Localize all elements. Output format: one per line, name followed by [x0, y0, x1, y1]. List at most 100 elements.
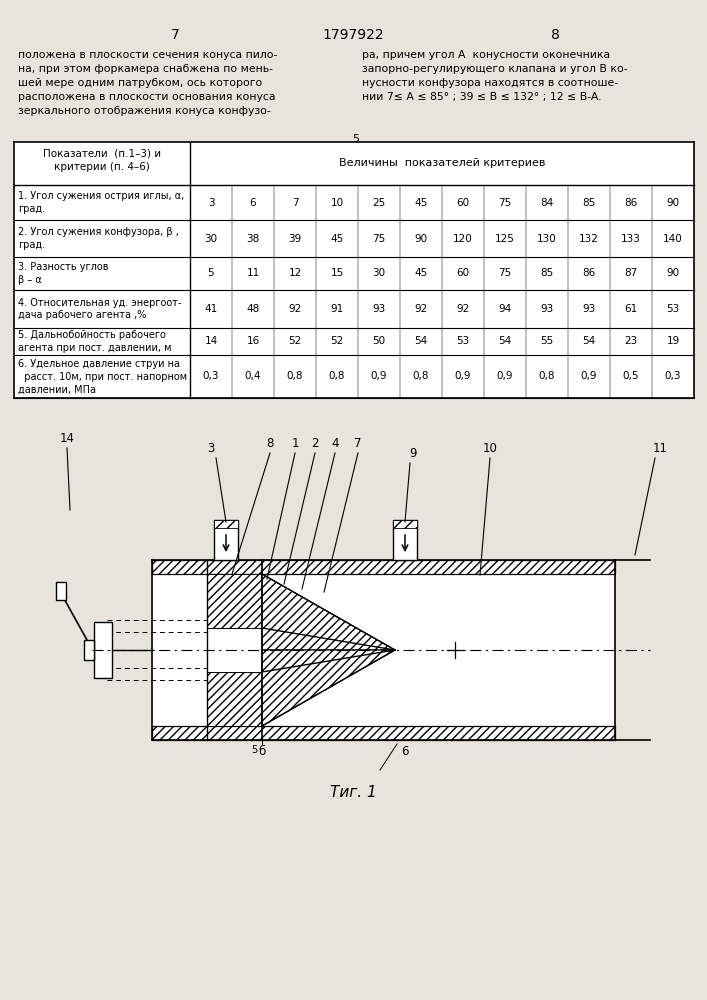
Text: 84: 84 — [540, 198, 554, 208]
Text: 0,8: 0,8 — [329, 371, 345, 381]
Bar — [152, 726, 615, 740]
Text: 0,9: 0,9 — [455, 371, 472, 381]
Text: 30: 30 — [373, 268, 385, 278]
Text: 53: 53 — [457, 336, 469, 347]
Text: 3: 3 — [207, 442, 215, 455]
Text: 85: 85 — [583, 198, 595, 208]
Text: 14: 14 — [59, 432, 74, 445]
Text: 90: 90 — [414, 233, 428, 243]
Text: 1. Угол сужения острия иглы, α,
град.: 1. Угол сужения острия иглы, α, град. — [18, 191, 185, 214]
Text: 86: 86 — [624, 198, 638, 208]
Text: 8: 8 — [267, 437, 274, 450]
Text: 8: 8 — [551, 28, 559, 42]
Text: 50: 50 — [373, 336, 385, 347]
Text: 0,9: 0,9 — [497, 371, 513, 381]
Text: 93: 93 — [373, 304, 385, 314]
Text: 2: 2 — [311, 437, 319, 450]
Text: 5: 5 — [251, 745, 257, 755]
Bar — [152, 574, 615, 726]
Polygon shape — [207, 574, 262, 628]
Text: 19: 19 — [667, 336, 679, 347]
Text: 85: 85 — [540, 268, 554, 278]
Text: 86: 86 — [583, 268, 595, 278]
Bar — [214, 520, 238, 528]
Text: 5. Дальнобойность рабочего
агента при пост. давлении, м: 5. Дальнобойность рабочего агента при по… — [18, 330, 172, 353]
Text: 7: 7 — [354, 437, 362, 450]
Text: 38: 38 — [246, 233, 259, 243]
Text: 6: 6 — [250, 198, 257, 208]
Text: 3. Разность углов
β – α: 3. Разность углов β – α — [18, 262, 108, 285]
Text: 54: 54 — [583, 336, 595, 347]
Text: 45: 45 — [330, 233, 344, 243]
Text: 55: 55 — [540, 336, 554, 347]
Text: 15: 15 — [330, 268, 344, 278]
Text: 91: 91 — [330, 304, 344, 314]
Text: 30: 30 — [204, 233, 218, 243]
Text: 10: 10 — [330, 198, 344, 208]
Text: 2. Угол сужения конфузора, β ,
град.: 2. Угол сужения конфузора, β , град. — [18, 227, 179, 250]
Text: Показатели  (п.1–3) и
критерии (п. 4–6): Показатели (п.1–3) и критерии (п. 4–6) — [43, 149, 161, 172]
Text: 7: 7 — [292, 198, 298, 208]
Polygon shape — [262, 650, 395, 726]
Text: 52: 52 — [288, 336, 302, 347]
Bar — [214, 520, 238, 560]
Text: 11: 11 — [653, 442, 667, 455]
Text: 0,8: 0,8 — [539, 371, 555, 381]
Text: 0,3: 0,3 — [665, 371, 682, 381]
Text: 41: 41 — [204, 304, 218, 314]
Text: 25: 25 — [373, 198, 385, 208]
Text: 92: 92 — [288, 304, 302, 314]
Text: 90: 90 — [667, 268, 679, 278]
Text: 0,4: 0,4 — [245, 371, 262, 381]
Text: 61: 61 — [624, 304, 638, 314]
Text: 0,3: 0,3 — [203, 371, 219, 381]
Text: 5: 5 — [208, 268, 214, 278]
Text: 92: 92 — [457, 304, 469, 314]
Text: 10: 10 — [483, 442, 498, 455]
Text: 0,9: 0,9 — [370, 371, 387, 381]
Text: 54: 54 — [414, 336, 428, 347]
Text: 93: 93 — [583, 304, 595, 314]
Text: 23: 23 — [624, 336, 638, 347]
Text: 12: 12 — [288, 268, 302, 278]
Text: 7: 7 — [170, 28, 180, 42]
Text: 60: 60 — [457, 268, 469, 278]
Text: 52: 52 — [330, 336, 344, 347]
Text: 6. Удельное давление струи на
  расст. 10м, при пост. напорном
давлении, МПа: 6. Удельное давление струи на расст. 10м… — [18, 359, 187, 394]
Bar — [94, 622, 112, 678]
Text: 90: 90 — [667, 198, 679, 208]
Text: 14: 14 — [204, 336, 218, 347]
Text: ра, причем угол А  конусности оконечника
запорно-регулирующего клапана и угол В : ра, причем угол А конусности оконечника … — [362, 50, 628, 102]
Text: 92: 92 — [414, 304, 428, 314]
Text: 0,9: 0,9 — [580, 371, 597, 381]
Text: 130: 130 — [537, 233, 557, 243]
Text: 4. Относительная уд. энергоот-
дача рабочего агента ,%: 4. Относительная уд. энергоот- дача рабо… — [18, 298, 182, 320]
Text: 1: 1 — [291, 437, 299, 450]
Text: 1797922: 1797922 — [322, 28, 384, 42]
Text: б: б — [258, 745, 266, 758]
Text: 75: 75 — [498, 268, 512, 278]
Bar — [393, 520, 417, 560]
Text: Величины  показателей критериев: Величины показателей критериев — [339, 158, 545, 168]
Text: 0,8: 0,8 — [287, 371, 303, 381]
Text: 48: 48 — [246, 304, 259, 314]
Bar — [84, 640, 94, 660]
Text: 54: 54 — [498, 336, 512, 347]
Text: Τиг. 1: Τиг. 1 — [329, 785, 376, 800]
Text: 6: 6 — [402, 745, 409, 758]
Text: 9: 9 — [409, 447, 416, 460]
Text: 120: 120 — [453, 233, 473, 243]
Bar — [393, 520, 417, 528]
Text: 0,8: 0,8 — [413, 371, 429, 381]
Text: 39: 39 — [288, 233, 302, 243]
Text: 45: 45 — [414, 268, 428, 278]
Bar — [14, 142, 694, 398]
Text: 53: 53 — [667, 304, 679, 314]
Text: 3: 3 — [208, 198, 214, 208]
Text: 94: 94 — [498, 304, 512, 314]
Text: положена в плоскости сечения конуса пило-
на, при этом форкамера снабжена по мен: положена в плоскости сечения конуса пило… — [18, 50, 277, 116]
Text: 132: 132 — [579, 233, 599, 243]
Polygon shape — [262, 574, 395, 650]
Text: 133: 133 — [621, 233, 641, 243]
Text: 75: 75 — [498, 198, 512, 208]
